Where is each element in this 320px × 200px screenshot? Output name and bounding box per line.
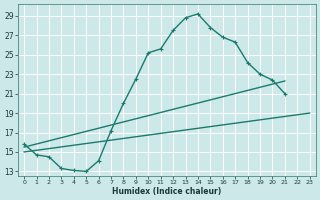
X-axis label: Humidex (Indice chaleur): Humidex (Indice chaleur) bbox=[112, 187, 221, 196]
